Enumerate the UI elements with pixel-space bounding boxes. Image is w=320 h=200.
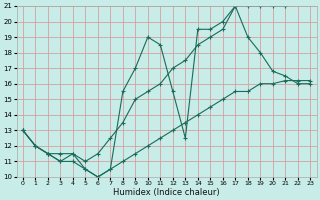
X-axis label: Humidex (Indice chaleur): Humidex (Indice chaleur) [113,188,220,197]
